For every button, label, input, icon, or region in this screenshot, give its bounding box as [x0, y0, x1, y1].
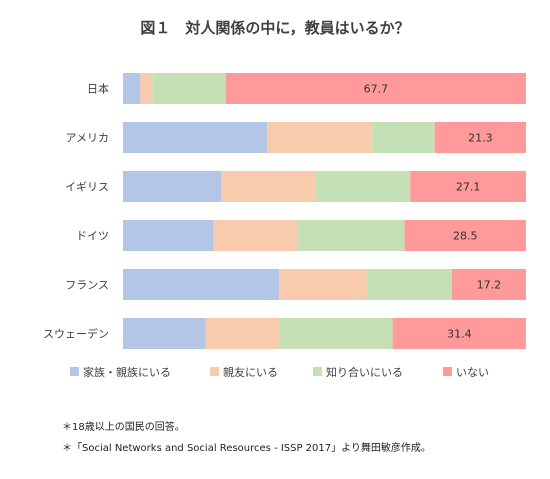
bar-segment [298, 220, 405, 251]
data-label: 67.7 [364, 83, 389, 96]
legend-swatch [210, 367, 219, 376]
data-label: 31.4 [447, 328, 472, 341]
bar-segment [410, 171, 526, 202]
bar-segment [434, 122, 526, 153]
legend: 家族・親族にいる 親友にいる 知り合いにいる いない [70, 365, 489, 379]
bar-segment [123, 220, 214, 251]
bar-segment [404, 220, 526, 251]
category-label: スウェーデン [43, 327, 109, 341]
footnote-source: ＊「Social Networks and Social Resources -… [62, 443, 431, 454]
bar-segment [152, 73, 226, 104]
legend-swatch [313, 367, 322, 376]
bar-segment [123, 269, 280, 300]
category-label: フランス [65, 279, 109, 292]
bar-segment [123, 73, 141, 104]
data-label: 27.1 [456, 181, 481, 194]
bar-segment [221, 171, 316, 202]
bar-segment [123, 122, 268, 153]
legend-label: いない [456, 366, 489, 379]
legend-label: 知り合いにいる [326, 365, 403, 379]
category-label: アメリカ [66, 132, 109, 145]
bar-segment [225, 73, 527, 104]
bar-segment [123, 318, 206, 349]
bar-segment [267, 122, 372, 153]
bar-segment [279, 269, 367, 300]
chart-title: 図１ 対人関係の中に，教員はいるか？ [140, 19, 410, 37]
bar-segment [371, 122, 435, 153]
bar-segment [213, 220, 299, 251]
footnote-respondents: ＊18歳以上の国民の回答。 [62, 422, 185, 433]
legend-label: 親友にいる [223, 365, 278, 379]
legend-swatch [70, 367, 79, 376]
data-labels: 67.7 21.3 27.1 28.5 17.2 31.4 [364, 83, 501, 341]
bar-segment [278, 318, 393, 349]
bar-segment [451, 269, 526, 300]
data-label: 28.5 [453, 230, 478, 243]
category-label: イギリス [65, 181, 109, 194]
category-label: ドイツ [76, 230, 109, 243]
category-label: 日本 [87, 82, 109, 96]
legend-swatch [443, 367, 452, 376]
data-label: 17.2 [477, 279, 502, 292]
legend-label: 家族・親族にいる [83, 365, 171, 379]
data-label: 21.3 [468, 132, 493, 145]
bar-segment [366, 269, 452, 300]
bar-segment [315, 171, 411, 202]
bar-segment [123, 171, 222, 202]
bar-segment [392, 318, 526, 349]
plot-area [123, 73, 527, 349]
bar-segment [205, 318, 279, 349]
bar-segment [140, 73, 153, 104]
